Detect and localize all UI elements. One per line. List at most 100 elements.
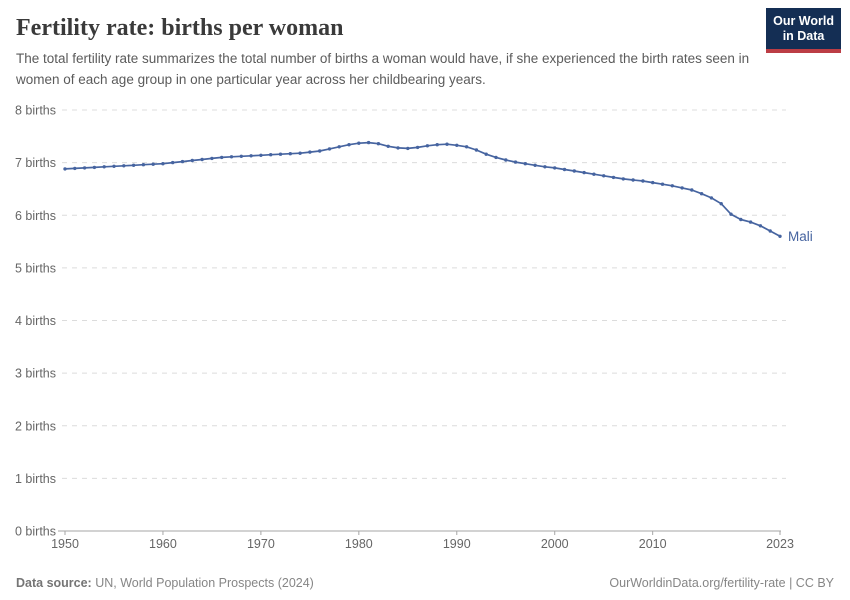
- data-point: [239, 154, 243, 158]
- y-tick-label: 0 births: [15, 525, 56, 539]
- data-point: [220, 155, 224, 160]
- data-point: [602, 174, 606, 178]
- x-tick-label: 2023: [766, 537, 794, 551]
- data-point: [259, 153, 263, 157]
- data-point: [748, 220, 753, 224]
- data-point: [151, 162, 155, 166]
- data-point: [161, 162, 165, 166]
- fertility-line-chart: 0 births 1 births 2 births 3 births 4 births…: [15, 104, 813, 552]
- data-point: [171, 160, 175, 165]
- data-point: [298, 151, 302, 155]
- x-tick-label: 1960: [149, 537, 177, 551]
- data-point: [553, 166, 557, 170]
- x-tick-label: 2000: [541, 537, 569, 551]
- data-point: [376, 142, 381, 146]
- data-point: [690, 188, 694, 192]
- data-point: [347, 143, 351, 147]
- x-tick-label: 1980: [345, 537, 373, 551]
- data-point: [269, 153, 273, 157]
- data-source-label: Data source:: [16, 576, 92, 590]
- y-tick-label: 3 births: [15, 367, 56, 381]
- data-point: [435, 143, 439, 147]
- data-point: [190, 158, 194, 163]
- y-tick-label: 2 births: [15, 419, 56, 433]
- data-point: [494, 155, 498, 160]
- mali-trend-line: [64, 141, 781, 238]
- data-point: [680, 186, 684, 190]
- data-point: [631, 178, 635, 182]
- y-tick-label: 1 births: [15, 472, 56, 486]
- data-point: [484, 152, 488, 156]
- data-point: [406, 146, 410, 151]
- data-point: [327, 147, 332, 151]
- x-tick-label: 2010: [639, 537, 667, 551]
- data-point: [122, 164, 126, 168]
- data-point: [611, 175, 616, 180]
- y-tick-label: 4 births: [15, 314, 56, 328]
- data-point: [768, 229, 772, 233]
- data-point: [102, 165, 106, 169]
- data-point: [778, 234, 782, 238]
- footer: Data source: UN, World Population Prospe…: [16, 576, 834, 590]
- data-point: [445, 142, 449, 146]
- data-point: [131, 163, 136, 167]
- data-point: [758, 224, 763, 228]
- data-point: [592, 172, 596, 176]
- data-point: [386, 144, 390, 148]
- owid-logo-line2: in Data: [782, 29, 825, 44]
- data-point: [318, 149, 322, 153]
- data-point: [180, 159, 185, 164]
- data-point: [200, 157, 204, 162]
- data-point: [660, 182, 665, 186]
- data-point: [641, 179, 645, 183]
- series-end-label-mali: Mali: [788, 229, 813, 244]
- license-credit: OurWorldinData.org/fertility-rate | CC B…: [609, 576, 834, 590]
- data-point: [464, 145, 469, 149]
- data-point: [562, 167, 567, 172]
- chart-title: Fertility rate: births per woman: [16, 15, 344, 41]
- data-point: [699, 192, 704, 196]
- data-point: [278, 152, 283, 156]
- data-point: [719, 202, 723, 206]
- header: Fertility rate: births per woman The tot…: [16, 15, 834, 91]
- owid-logo: Our World in Data: [766, 8, 841, 53]
- data-point: [73, 166, 77, 171]
- data-point: [513, 160, 518, 164]
- data-point: [533, 163, 537, 167]
- data-point: [112, 164, 116, 168]
- data-point: [651, 180, 655, 185]
- data-point: [337, 145, 341, 149]
- y-tick-label: 8 births: [15, 104, 56, 118]
- data-point: [455, 143, 459, 147]
- data-point: [474, 148, 479, 152]
- y-tick-label: 5 births: [15, 261, 56, 275]
- data-point: [729, 212, 733, 216]
- data-point: [739, 217, 743, 222]
- data-point: [543, 165, 547, 169]
- data-point: [141, 163, 146, 167]
- data-point: [210, 156, 214, 161]
- data-point: [670, 184, 674, 188]
- data-point: [621, 177, 625, 181]
- y-tick-label: 6 births: [15, 209, 56, 223]
- data-point: [366, 140, 371, 145]
- data-point: [504, 158, 508, 162]
- y-tick-label: 7 births: [15, 156, 56, 170]
- data-point: [229, 155, 234, 159]
- data-point: [396, 146, 400, 150]
- data-point: [572, 169, 576, 173]
- owid-logo-line1: Our World: [773, 14, 834, 28]
- data-point: [63, 167, 67, 171]
- data-point: [249, 154, 253, 158]
- x-tick-label: 1990: [443, 537, 471, 551]
- data-point: [523, 162, 527, 166]
- data-source-value: UN, World Population Prospects (2024): [95, 576, 314, 590]
- chart-subtitle: The total fertility rate summarizes the …: [16, 51, 750, 87]
- data-point: [425, 144, 430, 148]
- data-point: [92, 165, 97, 170]
- data-point: [308, 150, 312, 154]
- data-point: [288, 152, 292, 156]
- data-point: [709, 196, 714, 200]
- x-tick-label: 1950: [51, 537, 79, 551]
